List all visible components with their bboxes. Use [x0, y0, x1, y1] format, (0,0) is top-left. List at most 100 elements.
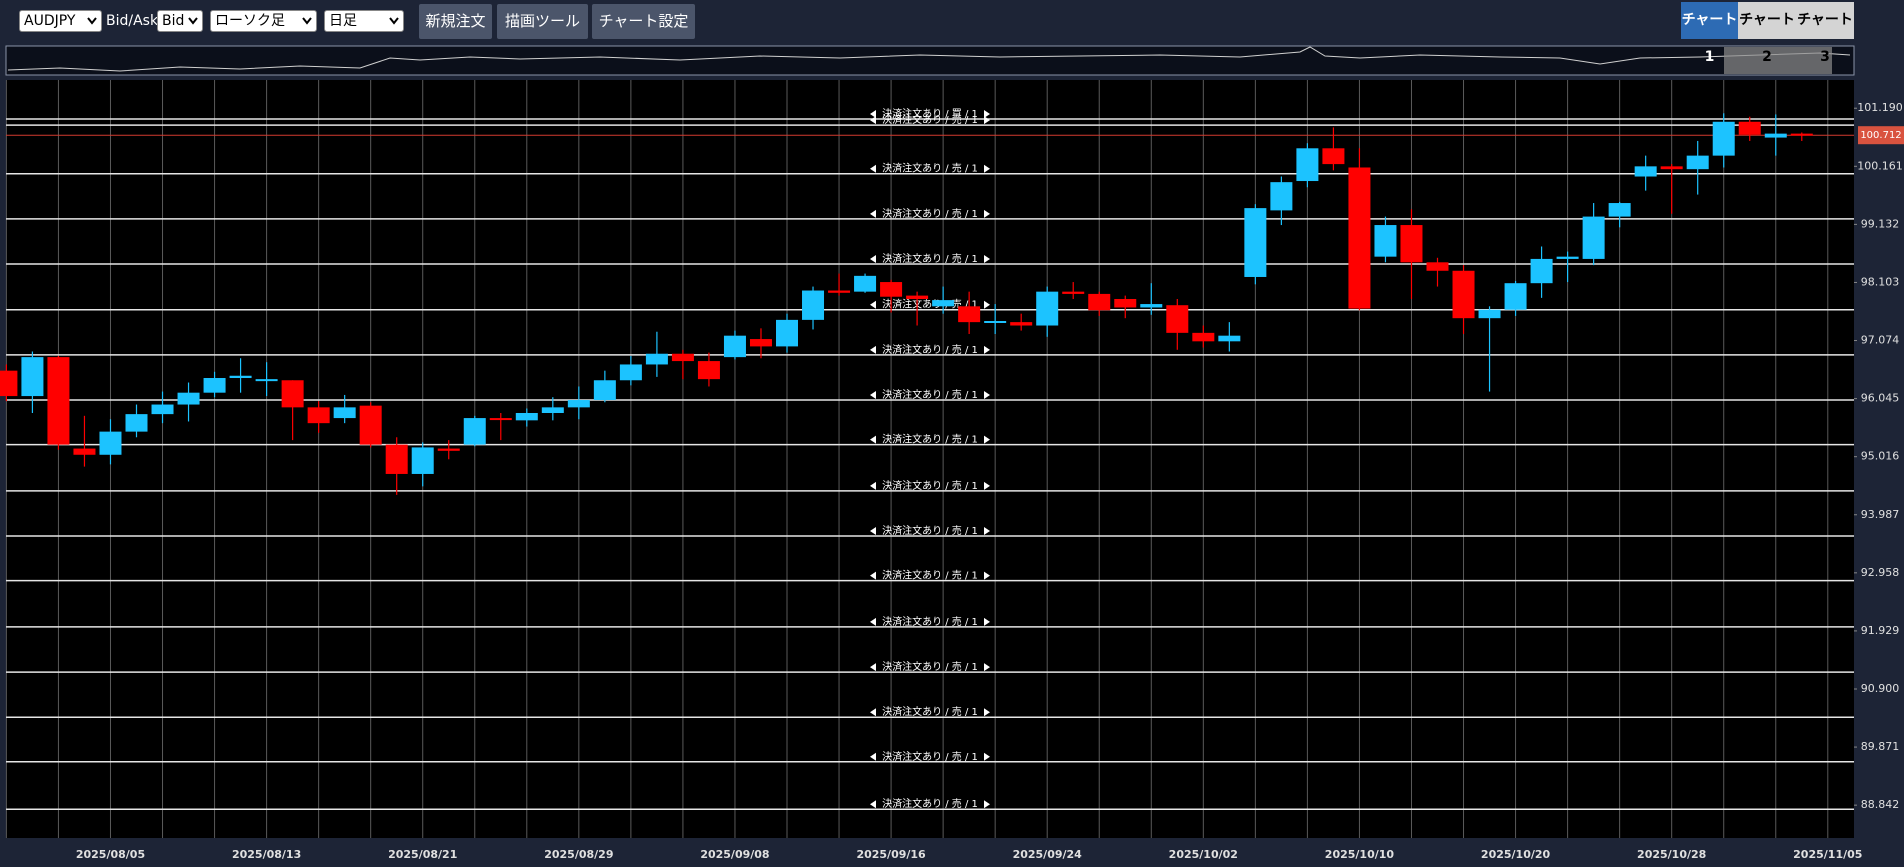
candle-body — [1582, 216, 1605, 259]
candle-body — [984, 321, 1007, 324]
order-arrow — [984, 708, 990, 717]
candle-body — [1192, 332, 1215, 342]
order-arrow — [870, 571, 876, 580]
chart-tab[interactable]: チャート3 — [1796, 2, 1854, 65]
candle-body — [255, 379, 278, 382]
symbol-select[interactable]: AUDJPY — [19, 10, 102, 32]
order-arrow — [870, 481, 876, 490]
order-arrow — [870, 663, 876, 672]
price-side-select[interactable]: Bid — [157, 10, 203, 32]
order-arrow — [984, 116, 990, 125]
candle-body — [802, 290, 825, 320]
y-tick-label: 99.132 — [1861, 217, 1900, 230]
candle-body — [333, 407, 356, 419]
order-arrow — [984, 254, 990, 263]
order-label: 決済注文あり / 売 / 1 — [882, 524, 978, 537]
candle-body — [1452, 270, 1475, 319]
candle-body — [281, 380, 304, 408]
y-tick-label: 97.074 — [1861, 334, 1900, 347]
candle-body — [1530, 258, 1553, 284]
order-arrow — [984, 391, 990, 400]
symbol-text: AUDJPY — [24, 13, 76, 29]
candle-body — [1270, 182, 1293, 211]
order-arrow — [870, 164, 876, 173]
candle-body — [1712, 121, 1735, 156]
candle-body — [307, 407, 330, 424]
y-tick-label: 96.045 — [1861, 392, 1900, 405]
order-arrow — [984, 663, 990, 672]
navigator[interactable] — [5, 45, 1855, 76]
y-tick-label: 101.190 — [1857, 101, 1903, 114]
order-label: 決済注文あり / 売 / 1 — [882, 252, 978, 265]
candle-body — [463, 418, 486, 445]
order-label: 決済注文あり / 売 / 1 — [882, 705, 978, 718]
candle-body — [1348, 167, 1371, 309]
x-tick-label: 2025/09/24 — [1013, 848, 1083, 861]
candle-body — [1374, 225, 1397, 257]
candle-body — [437, 448, 460, 451]
chart-settings-button[interactable]: チャート設定 — [592, 4, 695, 39]
order-arrow — [984, 209, 990, 218]
candle-body — [203, 378, 226, 393]
order-label: 決済注文あり / 買 / 1 — [882, 107, 978, 120]
order-label: 決済注文あり / 売 / 1 — [882, 433, 978, 446]
candle-body — [1738, 121, 1761, 135]
candle-body — [1010, 322, 1033, 326]
candle-body — [671, 353, 694, 362]
candle-body — [697, 361, 720, 380]
y-tick-label: 95.016 — [1861, 450, 1900, 463]
drawing-tools-button[interactable]: 描画ツール — [497, 4, 588, 39]
chart-tab[interactable]: チャート1 — [1681, 2, 1738, 65]
caret — [87, 17, 97, 25]
x-tick-label: 2025/08/29 — [544, 848, 613, 861]
candle-body — [1166, 305, 1189, 333]
order-arrow — [870, 800, 876, 809]
order-arrow — [984, 617, 990, 626]
candle-body — [723, 335, 746, 358]
caret — [389, 17, 399, 25]
order-label: 決済注文あり / 売 / 1 — [882, 569, 978, 582]
order-arrow — [870, 345, 876, 354]
candle-body — [21, 357, 44, 397]
order-label: 決済注文あり / 売 / 1 — [882, 750, 978, 763]
candle-body — [1478, 309, 1501, 319]
candle-body — [776, 319, 798, 347]
candle-body — [385, 444, 408, 474]
y-tick-label: 93.987 — [1861, 508, 1900, 521]
x-tick-label: 2025/09/08 — [700, 848, 769, 861]
order-arrow — [984, 300, 990, 309]
navigator-window[interactable] — [1724, 47, 1832, 74]
navigator-line — [7, 46, 1851, 72]
order-arrow — [984, 435, 990, 444]
y-tick-label: 100.161 — [1857, 159, 1903, 172]
candle-body — [932, 300, 955, 307]
x-tick-label: 2025/08/05 — [76, 848, 145, 861]
candle-body — [1062, 291, 1085, 294]
new-order-button[interactable]: 新規注文 — [419, 4, 492, 39]
order-label: 決済注文あり / 売 / 1 — [882, 207, 978, 220]
order-arrow — [870, 116, 876, 125]
chart-tab[interactable]: チャート2 — [1738, 2, 1796, 65]
order-arrow — [870, 254, 876, 263]
candle-body — [229, 375, 252, 379]
candle-body — [73, 448, 96, 455]
candle-body — [1322, 148, 1345, 165]
order-label: 決済注文あり / 売 / 1 — [882, 343, 978, 356]
candle-body — [1088, 293, 1111, 311]
x-tick-label: 2025/10/28 — [1637, 848, 1706, 861]
candle-body — [1244, 208, 1267, 277]
chart-style-select[interactable]: ローソク足 — [210, 10, 317, 32]
candle-body — [1634, 166, 1657, 177]
candle-body — [1426, 262, 1449, 271]
candle-body — [1556, 256, 1579, 259]
y-tick-label: 88.842 — [1861, 798, 1900, 811]
timeframe-select[interactable]: 日足 — [324, 10, 404, 32]
order-label: 決済注文あり / 売 / 1 — [882, 797, 978, 810]
y-tick-label: 91.929 — [1861, 624, 1900, 637]
candle-body — [125, 414, 148, 432]
candle-body — [828, 290, 851, 293]
y-tick-label: 98.103 — [1861, 275, 1900, 288]
order-arrow — [984, 800, 990, 809]
candle-body — [854, 275, 877, 292]
